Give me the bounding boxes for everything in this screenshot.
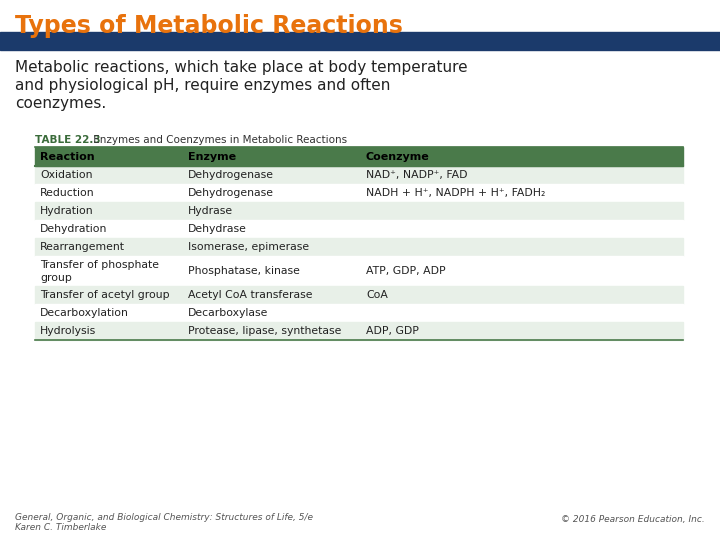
Text: Dehydrogenase: Dehydrogenase — [188, 170, 274, 180]
Text: Protease, lipase, synthetase: Protease, lipase, synthetase — [188, 326, 341, 336]
Text: and physiological pH, require enzymes and often: and physiological pH, require enzymes an… — [15, 78, 390, 93]
Text: Hydrolysis: Hydrolysis — [40, 326, 96, 336]
Bar — [35, 322, 683, 340]
Bar — [35, 147, 683, 166]
Text: Coenzyme: Coenzyme — [366, 152, 430, 161]
Text: NAD⁺, NADP⁺, FAD: NAD⁺, NADP⁺, FAD — [366, 170, 467, 180]
Text: Reduction: Reduction — [40, 188, 94, 198]
Bar — [0, 32, 720, 50]
Text: Hydrase: Hydrase — [188, 206, 233, 216]
Text: coenzymes.: coenzymes. — [15, 96, 107, 111]
Bar — [35, 304, 683, 322]
Bar — [35, 286, 683, 304]
Text: Rearrangement: Rearrangement — [40, 242, 125, 252]
Text: Dehydrase: Dehydrase — [188, 224, 247, 234]
Text: Decarboxylase: Decarboxylase — [188, 308, 269, 318]
Text: ADP, GDP: ADP, GDP — [366, 326, 419, 336]
Text: Dehydrogenase: Dehydrogenase — [188, 188, 274, 198]
Text: General, Organic, and Biological Chemistry: Structures of Life, 5/e: General, Organic, and Biological Chemist… — [15, 513, 313, 522]
Text: Types of Metabolic Reactions: Types of Metabolic Reactions — [15, 14, 403, 38]
Text: Isomerase, epimerase: Isomerase, epimerase — [188, 242, 309, 252]
Text: NADH + H⁺, NADPH + H⁺, FADH₂: NADH + H⁺, NADPH + H⁺, FADH₂ — [366, 188, 545, 198]
Text: CoA: CoA — [366, 290, 388, 300]
Text: TABLE 22.3: TABLE 22.3 — [35, 135, 101, 145]
Text: Oxidation: Oxidation — [40, 170, 92, 180]
Text: Karen C. Timberlake: Karen C. Timberlake — [15, 523, 107, 532]
Bar — [35, 166, 683, 184]
Text: Phosphatase, kinase: Phosphatase, kinase — [188, 266, 300, 276]
Bar — [35, 238, 683, 256]
Bar — [35, 256, 683, 286]
Text: Reaction: Reaction — [40, 152, 94, 161]
Text: Acetyl CoA transferase: Acetyl CoA transferase — [188, 290, 312, 300]
Text: Enzymes and Coenzymes in Metabolic Reactions: Enzymes and Coenzymes in Metabolic React… — [90, 135, 347, 145]
Text: Transfer of phosphate: Transfer of phosphate — [40, 260, 159, 270]
Text: © 2016 Pearson Education, Inc.: © 2016 Pearson Education, Inc. — [562, 515, 705, 524]
Text: Decarboxylation: Decarboxylation — [40, 308, 129, 318]
Bar — [35, 202, 683, 220]
Text: Hydration: Hydration — [40, 206, 94, 216]
Text: Metabolic reactions, which take place at body temperature: Metabolic reactions, which take place at… — [15, 60, 467, 75]
Text: Transfer of acetyl group: Transfer of acetyl group — [40, 290, 170, 300]
Bar — [35, 220, 683, 238]
Text: ATP, GDP, ADP: ATP, GDP, ADP — [366, 266, 446, 276]
Bar — [35, 184, 683, 202]
Text: Enzyme: Enzyme — [188, 152, 236, 161]
Text: group: group — [40, 273, 72, 283]
Text: Dehydration: Dehydration — [40, 224, 107, 234]
